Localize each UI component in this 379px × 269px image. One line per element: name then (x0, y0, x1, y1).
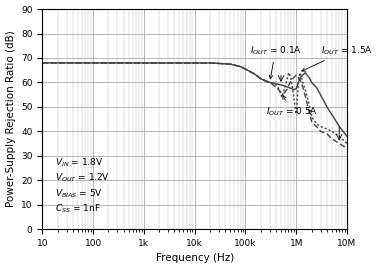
Text: $I_{OUT}$ = 0.5A: $I_{OUT}$ = 0.5A (266, 95, 318, 118)
Text: $V_{IN}$ = 1.8V: $V_{IN}$ = 1.8V (55, 157, 103, 169)
Text: $V_{BIAS}$ = 5V: $V_{BIAS}$ = 5V (55, 187, 102, 200)
Text: $C_{SS}$ = 1nF: $C_{SS}$ = 1nF (55, 203, 100, 215)
X-axis label: Frequency (Hz): Frequency (Hz) (155, 253, 234, 263)
Y-axis label: Power-Supply Rejection Ratio (dB): Power-Supply Rejection Ratio (dB) (6, 31, 16, 207)
Text: $I_{OUT}$ = 0.1A: $I_{OUT}$ = 0.1A (249, 44, 301, 79)
Text: $V_{OUT}$ = 1.2V: $V_{OUT}$ = 1.2V (55, 172, 110, 185)
Text: $I_{OUT}$ = 1.5A: $I_{OUT}$ = 1.5A (302, 44, 373, 71)
